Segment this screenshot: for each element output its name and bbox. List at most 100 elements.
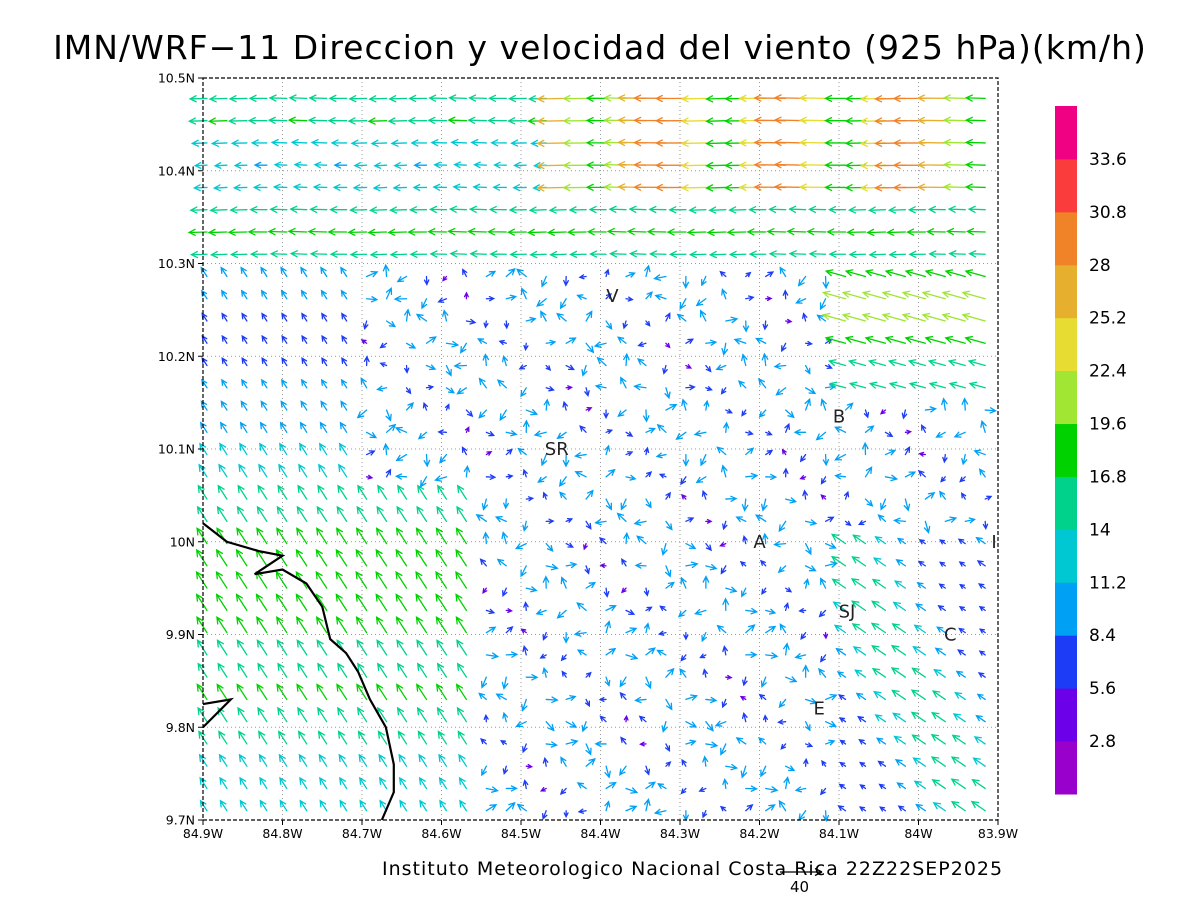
wind-arrow bbox=[189, 206, 208, 214]
wind-arrow bbox=[642, 409, 650, 423]
wind-arrow bbox=[240, 289, 248, 300]
wind-arrow bbox=[924, 269, 946, 278]
wind-arrow bbox=[561, 670, 567, 678]
wind-arrow bbox=[338, 442, 348, 456]
wind-arrow bbox=[335, 616, 348, 634]
wind-arrow bbox=[944, 516, 958, 523]
wind-arrow bbox=[496, 558, 507, 567]
wind-arrow bbox=[240, 266, 248, 278]
wind-arrow bbox=[248, 94, 268, 103]
wind-arrow bbox=[576, 649, 587, 656]
wind-arrow bbox=[585, 183, 607, 191]
wind-arrow bbox=[745, 624, 756, 634]
wind-arrow bbox=[461, 446, 468, 456]
wind-arrow bbox=[377, 484, 388, 500]
wind-arrow bbox=[834, 453, 847, 461]
wind-arrow bbox=[455, 548, 468, 567]
colorbar-label: 5.6 bbox=[1089, 679, 1116, 699]
wind-arrow bbox=[596, 356, 607, 367]
wind-arrow bbox=[636, 535, 647, 545]
wind-arrow bbox=[648, 250, 667, 258]
wind-arrow bbox=[804, 340, 814, 347]
wind-arrow bbox=[907, 206, 926, 214]
wind-arrow bbox=[982, 520, 989, 530]
wind-arrow bbox=[490, 139, 507, 147]
wind-arrow bbox=[295, 616, 308, 634]
place-labels: V SR B A SJ C E I bbox=[545, 286, 997, 720]
wind-arrow bbox=[221, 378, 228, 389]
y-tick-label: 10.1N bbox=[158, 442, 195, 457]
peninsula-path bbox=[202, 697, 235, 729]
wind-arrow bbox=[820, 398, 827, 411]
wind-arrow bbox=[506, 228, 527, 236]
wind-arrow bbox=[648, 205, 667, 214]
wind-arrow bbox=[685, 338, 695, 344]
wind-arrow bbox=[573, 630, 587, 637]
wind-arrow bbox=[301, 312, 308, 322]
wind-arrow bbox=[498, 339, 507, 346]
wind-arrow bbox=[468, 205, 487, 214]
wind-arrow bbox=[340, 378, 348, 389]
wind-arrow bbox=[765, 608, 777, 615]
wind-arrow bbox=[235, 570, 248, 589]
wind-arrow bbox=[950, 800, 966, 812]
wind-arrow bbox=[685, 517, 695, 523]
wind-arrow bbox=[375, 527, 388, 545]
wind-arrow bbox=[782, 289, 789, 300]
wind-arrow bbox=[628, 250, 647, 258]
y-tick-label: 10.2N bbox=[158, 349, 195, 364]
wind-arrow bbox=[739, 560, 747, 567]
wind-arrow bbox=[804, 364, 811, 375]
colorbar-label: 33.6 bbox=[1089, 150, 1127, 170]
wind-arrow bbox=[866, 228, 887, 237]
wind-arrow bbox=[236, 527, 248, 545]
wind-arrow bbox=[230, 139, 248, 147]
wind-arrow bbox=[940, 476, 946, 483]
wind-arrow bbox=[782, 467, 789, 478]
wind-arrow bbox=[216, 683, 228, 701]
wind-arrow bbox=[418, 776, 428, 790]
wind-arrow bbox=[485, 474, 497, 480]
wind-arrow bbox=[394, 426, 408, 434]
wind-arrow bbox=[415, 527, 428, 545]
wind-arrow bbox=[680, 161, 707, 170]
wind-arrow bbox=[916, 94, 946, 102]
wind-arrow bbox=[320, 400, 328, 411]
wind-arrow bbox=[725, 763, 739, 771]
wind-arrow bbox=[478, 409, 487, 419]
wind-arrow bbox=[838, 717, 847, 723]
wind-arrow bbox=[836, 671, 847, 678]
wind-arrow bbox=[745, 651, 758, 659]
wind-arrow bbox=[257, 662, 268, 678]
wind-arrow bbox=[335, 548, 348, 567]
wind-arrow bbox=[562, 183, 587, 192]
wind-arrow bbox=[256, 527, 268, 545]
wind-arrow bbox=[448, 94, 468, 102]
wind-arrow bbox=[485, 786, 499, 793]
wind-arrow bbox=[913, 624, 926, 634]
y-tick-label: 10.3N bbox=[158, 256, 195, 271]
wind-arrow bbox=[653, 808, 667, 816]
wind-arrow bbox=[766, 228, 787, 236]
wind-arrow bbox=[721, 288, 728, 300]
wind-arrow bbox=[321, 334, 328, 344]
wind-arrow bbox=[827, 206, 847, 214]
wind-arrow bbox=[565, 721, 578, 728]
wind-arrow bbox=[645, 320, 651, 327]
wind-arrow bbox=[267, 228, 288, 236]
wind-arrow bbox=[187, 228, 208, 236]
wind-arrow bbox=[416, 706, 428, 723]
wind-arrow bbox=[385, 320, 397, 328]
wind-arrow bbox=[965, 227, 986, 236]
wind-arrow bbox=[765, 625, 777, 634]
wind-arrow bbox=[419, 476, 428, 488]
wind-arrow bbox=[618, 765, 627, 776]
wind-arrow bbox=[719, 270, 727, 278]
wind-arrow bbox=[336, 683, 348, 701]
wind-arrow bbox=[661, 542, 668, 557]
wind-arrow bbox=[450, 138, 468, 147]
wind-arrow bbox=[603, 409, 609, 420]
wind-arrow bbox=[952, 713, 966, 723]
wind-vectors bbox=[187, 94, 997, 823]
wind-arrow bbox=[494, 516, 507, 523]
